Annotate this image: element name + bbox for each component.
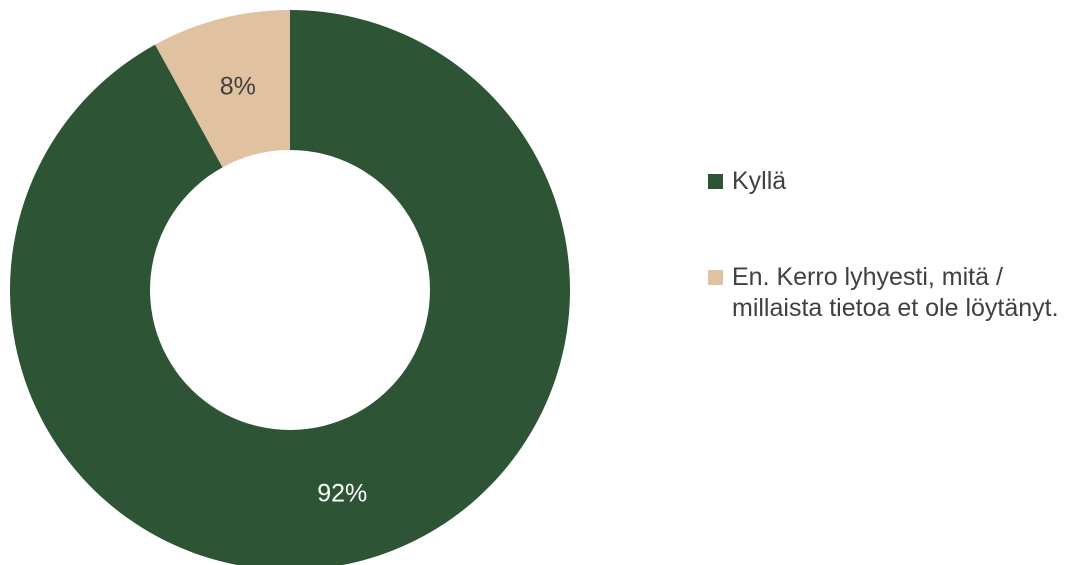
data-label-kylla: 92% — [317, 479, 367, 507]
legend-label-kylla: Kyllä — [732, 167, 787, 195]
data-label-en: 8% — [220, 73, 256, 101]
slice-en — [155, 10, 290, 168]
legend-item-en: En. Kerro lyhyesti, mitä / millaista tie… — [708, 262, 1078, 324]
legend-swatch-kylla — [708, 174, 723, 189]
legend-item-kylla: Kyllä — [708, 166, 1078, 197]
legend: Kyllä En. Kerro lyhyesti, mitä / millais… — [708, 166, 1078, 324]
slice-kylla — [10, 10, 570, 565]
legend-swatch-en — [708, 270, 723, 285]
legend-label-en: En. Kerro lyhyesti, mitä / millaista tie… — [732, 263, 1059, 322]
donut-plot: 92% 8% — [10, 10, 570, 565]
